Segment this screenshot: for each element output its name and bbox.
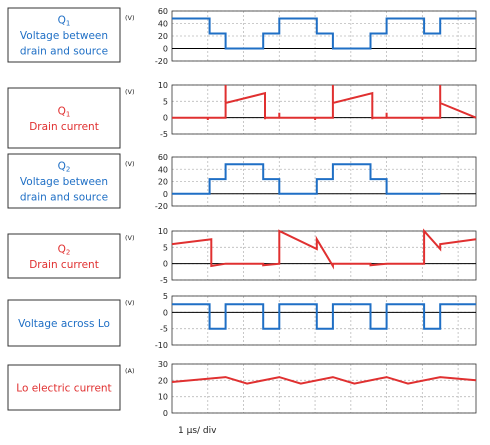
waveform-line <box>172 303 476 330</box>
y-tick-label: -20 <box>155 57 168 66</box>
panel-5: Voltage across Lo (V) 5 0 -5 -10 <box>7 292 477 350</box>
waveform-line <box>172 85 477 120</box>
y-tick-label: -10 <box>155 341 168 350</box>
label-box <box>7 299 121 347</box>
unit-label: (V) <box>125 88 135 96</box>
unit-label: (V) <box>125 160 135 168</box>
y-tick-label: 10 <box>158 227 168 236</box>
y-tick-label: 20 <box>158 32 168 41</box>
signal-label: Lo electric current <box>16 383 111 395</box>
signal-label: Voltage between <box>20 30 108 42</box>
y-tick-label: -20 <box>155 202 168 211</box>
y-tick-label: 0 <box>163 409 168 418</box>
y-tick-label: 30 <box>158 360 168 369</box>
waveform-line <box>172 17 476 50</box>
plot-frame <box>171 156 477 207</box>
y-tick-label: 5 <box>163 243 168 252</box>
y-tick-label: 0 <box>163 260 168 269</box>
waveform-line <box>171 376 477 385</box>
plot-frame <box>171 295 477 346</box>
unit-label: (A) <box>125 367 135 375</box>
waveform-line <box>172 163 441 195</box>
waveform-line <box>171 228 477 270</box>
label-box <box>7 7 121 63</box>
label-box <box>7 364 121 411</box>
plot-frame <box>171 363 477 414</box>
unit-label: (V) <box>125 14 135 22</box>
plot-frame <box>171 230 477 281</box>
signal-label: drain and source <box>20 192 108 204</box>
y-tick-label: 60 <box>158 153 168 162</box>
y-tick-label: -5 <box>160 276 168 285</box>
y-tick-label: 0 <box>163 45 168 54</box>
y-tick-label: 40 <box>158 20 168 29</box>
time-division-label: 1 µs/ div <box>178 426 217 436</box>
y-tick-label: 20 <box>158 376 168 385</box>
y-tick-label: 0 <box>163 190 168 199</box>
label-box <box>7 233 121 279</box>
label-box <box>7 87 121 149</box>
signal-label: Drain current <box>29 121 99 133</box>
signal-label: Voltage across Lo <box>18 318 110 330</box>
y-tick-label: 5 <box>163 97 168 106</box>
label-box <box>7 153 121 209</box>
unit-label: (V) <box>125 299 135 307</box>
y-tick-label: 40 <box>158 165 168 174</box>
plot-frame <box>171 10 477 62</box>
y-tick-label: 0 <box>163 114 168 123</box>
y-tick-label: -5 <box>160 130 168 139</box>
panel-6: Lo electric current (A) 30 20 10 0 <box>7 360 477 418</box>
plot-frame <box>171 84 477 135</box>
y-tick-label: 20 <box>158 178 168 187</box>
y-tick-label: 10 <box>158 393 168 402</box>
signal-label: Voltage between <box>20 176 108 188</box>
y-tick-label: 60 <box>158 7 168 16</box>
y-tick-label: 0 <box>163 308 168 317</box>
y-tick-label: 5 <box>163 292 168 301</box>
unit-label: (V) <box>125 234 135 242</box>
signal-label: drain and source <box>20 46 108 58</box>
signal-label: Drain current <box>29 259 99 271</box>
y-tick-label: -5 <box>160 325 168 334</box>
y-tick-label: 10 <box>158 81 168 90</box>
